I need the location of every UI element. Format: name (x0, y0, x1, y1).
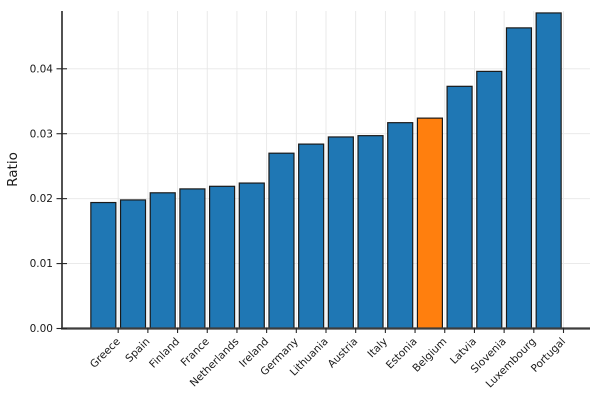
bar-finland (149, 192, 176, 330)
bar-germany (268, 152, 295, 330)
bar-france (179, 188, 206, 330)
bar-ireland (238, 182, 265, 330)
x-tick-label-austria: Austria (326, 336, 361, 371)
bar-belgium (416, 117, 444, 330)
bar-slovenia (476, 70, 503, 330)
y-tick-label: 0.00 (30, 323, 53, 335)
x-tick-label-greece: Greece (88, 336, 123, 371)
y-tick-label: 0.02 (30, 193, 53, 205)
bar-luxembourg (505, 27, 533, 330)
bar-austria (327, 136, 354, 330)
bar-lithuania (298, 143, 325, 330)
bar-estonia (387, 122, 414, 330)
bar-portugal (535, 12, 562, 330)
y-tick-label: 0.03 (30, 128, 53, 140)
x-tick-label-finland: Finland (147, 336, 182, 371)
bar-spain (119, 199, 147, 330)
bar-greece (90, 201, 117, 330)
y-axis-label: Ratio (5, 152, 21, 187)
bar-netherlands (208, 185, 236, 330)
bar-latvia (446, 85, 473, 330)
bar-italy (357, 135, 384, 330)
y-tick-label: 0.04 (30, 63, 54, 75)
x-tick-label-italy: Italy (365, 336, 390, 361)
y-tick-label: 0.01 (30, 258, 53, 270)
